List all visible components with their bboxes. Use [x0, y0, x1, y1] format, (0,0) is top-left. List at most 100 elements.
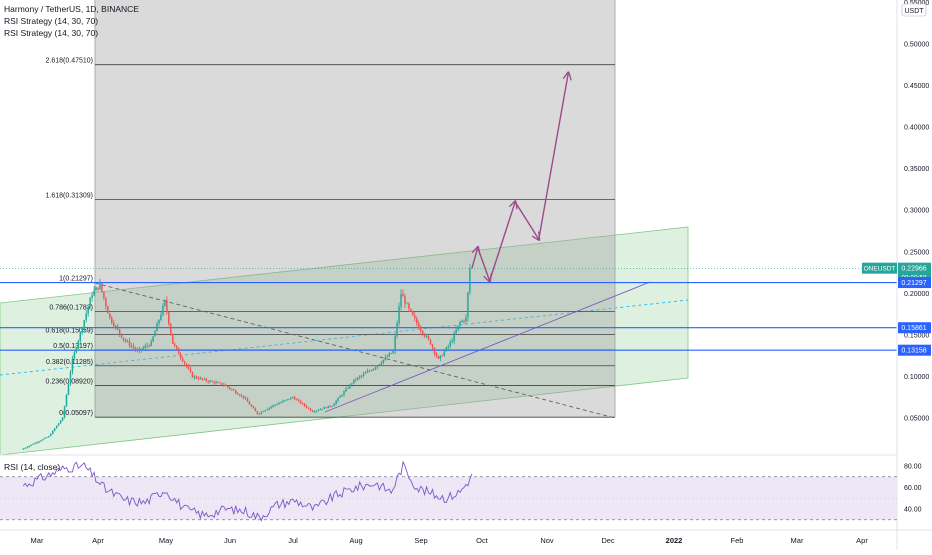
- candle-up[interactable]: [215, 382, 217, 384]
- candle-up[interactable]: [59, 420, 62, 424]
- candle-up[interactable]: [333, 403, 335, 407]
- candle-down[interactable]: [431, 344, 434, 348]
- candle-up[interactable]: [193, 376, 196, 378]
- candle-up[interactable]: [270, 406, 272, 408]
- candle-up[interactable]: [91, 295, 93, 299]
- candle-up[interactable]: [65, 394, 68, 407]
- candle-down[interactable]: [303, 403, 306, 406]
- candle-down[interactable]: [128, 341, 131, 346]
- currency-selector[interactable]: [901, 3, 927, 17]
- candle-down[interactable]: [402, 293, 404, 297]
- candle-up[interactable]: [341, 394, 343, 397]
- candle-up[interactable]: [321, 409, 324, 410]
- candle-down[interactable]: [250, 404, 253, 407]
- candle-up[interactable]: [87, 306, 89, 314]
- candle-down[interactable]: [238, 394, 241, 396]
- candle-up[interactable]: [284, 400, 286, 401]
- candle-down[interactable]: [427, 336, 430, 340]
- candle-up[interactable]: [268, 407, 270, 410]
- parallel-channel[interactable]: [0, 226, 689, 456]
- rsi-legend[interactable]: RSI (14, close): [4, 462, 61, 472]
- candle-down[interactable]: [429, 339, 432, 345]
- candle-up[interactable]: [394, 335, 396, 352]
- candle-up[interactable]: [199, 378, 202, 380]
- candle-up[interactable]: [343, 391, 345, 395]
- candle-down[interactable]: [175, 345, 178, 349]
- candle-down[interactable]: [130, 345, 133, 347]
- candle-down[interactable]: [410, 308, 412, 312]
- candle-up[interactable]: [292, 397, 294, 399]
- candle-down[interactable]: [419, 328, 422, 331]
- candle-down[interactable]: [211, 380, 213, 382]
- candle-up[interactable]: [260, 411, 263, 414]
- candle-up[interactable]: [376, 365, 379, 368]
- candle-up[interactable]: [449, 342, 451, 346]
- candle-up[interactable]: [158, 319, 160, 324]
- candle-up[interactable]: [317, 410, 320, 411]
- candle-up[interactable]: [266, 409, 268, 411]
- candle-up[interactable]: [443, 351, 446, 356]
- candle-down[interactable]: [248, 401, 251, 405]
- candle-down[interactable]: [246, 398, 249, 402]
- candle-up[interactable]: [46, 437, 48, 438]
- candle-down[interactable]: [105, 298, 107, 307]
- candle-up[interactable]: [44, 437, 46, 440]
- candle-up[interactable]: [75, 348, 78, 353]
- candle-up[interactable]: [457, 325, 459, 331]
- candle-down[interactable]: [252, 406, 255, 409]
- candle-down[interactable]: [307, 407, 310, 409]
- candle-up[interactable]: [51, 430, 54, 435]
- candle-up[interactable]: [38, 441, 40, 443]
- candle-up[interactable]: [164, 300, 166, 306]
- candle-up[interactable]: [61, 417, 64, 421]
- candle-up[interactable]: [360, 375, 363, 377]
- candle-up[interactable]: [73, 352, 76, 359]
- projection-arrow[interactable]: [538, 73, 569, 240]
- candle-down[interactable]: [311, 410, 314, 412]
- candle-up[interactable]: [356, 377, 359, 380]
- candle-up[interactable]: [209, 380, 211, 382]
- candle-up[interactable]: [40, 440, 42, 442]
- candle-up[interactable]: [34, 442, 36, 445]
- candle-down[interactable]: [148, 345, 150, 347]
- projection-arrow[interactable]: [477, 247, 490, 281]
- candle-down[interactable]: [140, 348, 143, 350]
- projection-arrow[interactable]: [488, 202, 516, 282]
- candle-up[interactable]: [315, 410, 318, 412]
- candle-down[interactable]: [242, 395, 245, 398]
- candle-up[interactable]: [388, 353, 390, 357]
- candle-down[interactable]: [299, 400, 302, 404]
- level-price-badge[interactable]: [898, 277, 931, 289]
- level-price-badge[interactable]: [898, 344, 931, 356]
- candle-down[interactable]: [355, 379, 357, 381]
- candle-up[interactable]: [150, 341, 152, 346]
- candle-up[interactable]: [262, 411, 265, 413]
- candle-down[interactable]: [118, 329, 121, 334]
- candle-up[interactable]: [95, 287, 97, 291]
- candle-up[interactable]: [372, 368, 375, 371]
- candle-down[interactable]: [109, 313, 111, 318]
- candle-up[interactable]: [331, 406, 333, 407]
- candle-up[interactable]: [351, 383, 353, 385]
- candle-up[interactable]: [374, 367, 377, 369]
- candle-up[interactable]: [203, 378, 206, 380]
- candle-down[interactable]: [227, 385, 229, 388]
- candle-up[interactable]: [42, 439, 44, 441]
- candle-down[interactable]: [112, 322, 115, 327]
- candle-up[interactable]: [57, 423, 60, 426]
- candle-down[interactable]: [173, 343, 176, 346]
- candle-up[interactable]: [323, 407, 326, 410]
- candle-up[interactable]: [451, 340, 453, 343]
- candle-up[interactable]: [313, 411, 316, 413]
- candle-down[interactable]: [111, 317, 113, 323]
- candle-down[interactable]: [101, 283, 103, 292]
- candle-up[interactable]: [276, 404, 278, 406]
- candle-down[interactable]: [229, 387, 231, 389]
- candle-up[interactable]: [364, 372, 367, 374]
- candle-up[interactable]: [445, 347, 448, 352]
- candle-up[interactable]: [339, 396, 341, 398]
- candle-down[interactable]: [417, 323, 420, 329]
- candle-up[interactable]: [400, 293, 402, 307]
- strategy-legend-2[interactable]: RSI Strategy (14, 30, 70): [4, 28, 99, 38]
- candle-down[interactable]: [223, 384, 225, 386]
